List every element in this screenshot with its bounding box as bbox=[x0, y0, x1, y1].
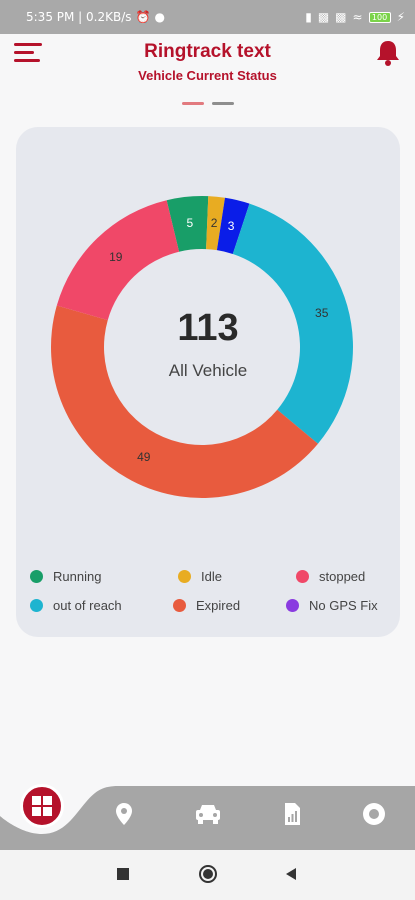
legend-dot bbox=[286, 599, 299, 612]
menu-icon[interactable] bbox=[14, 40, 44, 66]
legend-dot bbox=[30, 599, 43, 612]
donut-label-no-gps-fix: 3 bbox=[228, 219, 235, 233]
donut-segment-no-gps-fix[interactable] bbox=[216, 197, 250, 254]
legend-dot bbox=[173, 599, 186, 612]
signal-icon-2: ▩ bbox=[335, 10, 347, 24]
page-indicator bbox=[0, 102, 415, 105]
alarm-icon: ⏰ bbox=[135, 10, 151, 24]
donut-label-running: 5 bbox=[187, 216, 194, 230]
recent-apps-icon[interactable] bbox=[116, 867, 130, 886]
vehicle-status-card: 5 2 3 35 49 19 113 All Vehicle Running Idle s… bbox=[16, 127, 400, 637]
home-icon[interactable] bbox=[199, 865, 217, 888]
signal-icon: ▩ bbox=[317, 10, 330, 24]
legend-label: Running bbox=[53, 569, 102, 584]
legend-item-stopped[interactable]: stopped bbox=[296, 569, 365, 584]
notification-bell-icon[interactable] bbox=[375, 39, 401, 67]
app-notification-icon: ● bbox=[154, 10, 165, 24]
legend-dot bbox=[178, 570, 191, 583]
legend-label: No GPS Fix bbox=[309, 598, 378, 613]
page-subtitle: Vehicle Current Status bbox=[138, 68, 277, 83]
total-vehicles-label: All Vehicle bbox=[168, 361, 248, 380]
vehicle-status-donut-chart: 5 2 3 35 49 19 bbox=[50, 196, 353, 498]
legend-label: Expired bbox=[196, 598, 241, 613]
back-icon[interactable] bbox=[284, 867, 298, 886]
donut-label-out-of-reach: 35 bbox=[315, 306, 329, 320]
charging-icon: ⚡ bbox=[396, 10, 405, 24]
legend-dot bbox=[30, 570, 43, 583]
donut-segment-idle[interactable] bbox=[206, 196, 225, 251]
legend-item-idle[interactable]: Idle bbox=[178, 569, 222, 584]
report-icon[interactable] bbox=[278, 800, 306, 828]
legend-item-out-of-reach[interactable]: out of reach bbox=[30, 598, 122, 613]
page-dot-active[interactable] bbox=[181, 102, 204, 105]
page-dot-inactive[interactable] bbox=[211, 102, 234, 105]
battery-icon: 100 bbox=[368, 11, 391, 23]
vibrate-icon: ▮ bbox=[305, 10, 312, 24]
map-pin-icon[interactable] bbox=[110, 800, 138, 828]
donut-segment-out-of-reach[interactable] bbox=[232, 203, 353, 444]
donut-label-idle: 2 bbox=[211, 216, 218, 230]
wifi-icon: ≈ bbox=[352, 10, 363, 24]
donut-segment-expired[interactable] bbox=[50, 305, 318, 498]
car-icon[interactable] bbox=[193, 800, 221, 828]
legend-label: Idle bbox=[201, 569, 222, 584]
legend-dot bbox=[296, 570, 309, 583]
status-time: 5:35 PM | 0.2KB/s bbox=[26, 10, 132, 24]
donut-label-stopped: 19 bbox=[109, 250, 123, 264]
donut-segment-running[interactable] bbox=[166, 196, 209, 252]
total-vehicles-count: 113 bbox=[177, 307, 239, 349]
legend-item-expired[interactable]: Expired bbox=[173, 598, 240, 613]
donut-label-expired: 49 bbox=[137, 450, 151, 464]
legend-label: out of reach bbox=[53, 598, 122, 613]
settings-icon[interactable] bbox=[360, 800, 388, 828]
donut-segment-stopped[interactable] bbox=[56, 200, 180, 321]
status-bar: 5:35 PM | 0.2KB/s ⏰ ● ▮ ▩ ▩ ≈ 100 ⚡ bbox=[0, 0, 415, 34]
legend-item-running[interactable]: Running bbox=[30, 569, 101, 584]
legend-label: stopped bbox=[319, 569, 366, 584]
system-navigation-bar bbox=[0, 850, 415, 900]
dashboard-icon bbox=[32, 796, 52, 816]
dashboard-button[interactable] bbox=[20, 784, 64, 828]
app-header: Ringtrack text Vehicle Current Status bbox=[0, 34, 415, 104]
bottom-navigation bbox=[0, 784, 415, 850]
legend-item-no-gps-fix[interactable]: No GPS Fix bbox=[286, 598, 378, 613]
page-title: Ringtrack text bbox=[144, 41, 271, 62]
